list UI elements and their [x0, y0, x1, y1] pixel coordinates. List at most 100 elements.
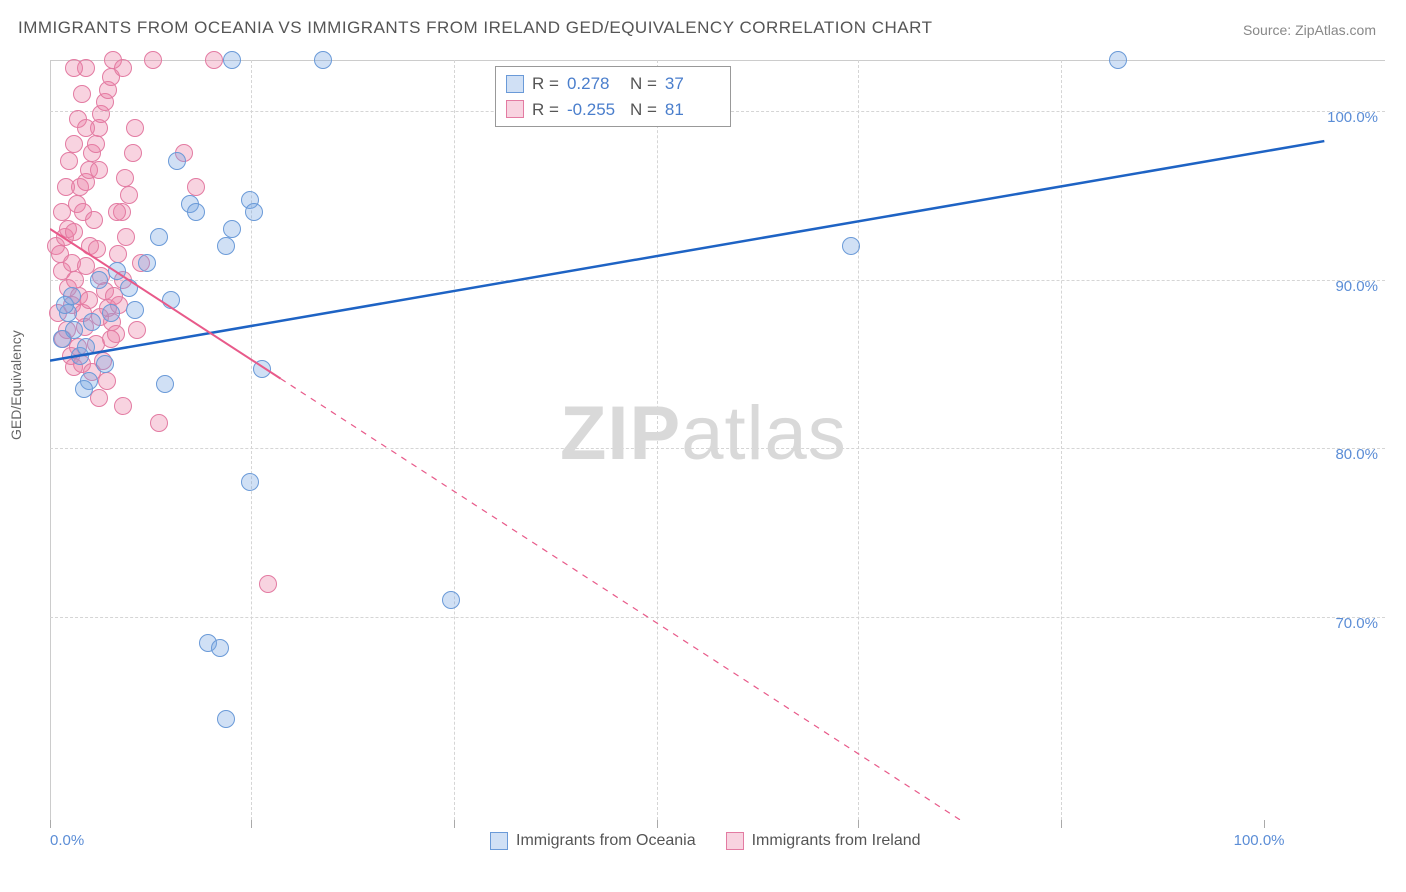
xtick-mark [858, 820, 859, 828]
stats-legend: R = 0.278 N = 37 R = -0.255 N = 81 [495, 66, 731, 127]
n-label-b: N = [630, 97, 657, 123]
point-ireland [77, 119, 95, 137]
point-ireland [90, 161, 108, 179]
point-oceania [162, 291, 180, 309]
point-ireland [60, 152, 78, 170]
gridline-h [50, 280, 1385, 281]
point-ireland [109, 245, 127, 263]
xtick-mark [657, 820, 658, 828]
point-ireland [128, 321, 146, 339]
point-ireland [98, 372, 116, 390]
r-value-a: 0.278 [567, 71, 622, 97]
point-oceania [156, 375, 174, 393]
xtick-mark [1061, 820, 1062, 828]
n-label-a: N = [630, 71, 657, 97]
point-oceania [217, 237, 235, 255]
swatch-ireland-icon [726, 832, 744, 850]
point-oceania [442, 591, 460, 609]
point-ireland [150, 414, 168, 432]
point-ireland [57, 178, 75, 196]
point-oceania [120, 279, 138, 297]
r-value-b: -0.255 [567, 97, 622, 123]
point-ireland [73, 85, 91, 103]
ytick-label: 70.0% [1335, 615, 1378, 632]
point-oceania [77, 338, 95, 356]
point-oceania [102, 304, 120, 322]
point-oceania [96, 355, 114, 373]
point-oceania [314, 51, 332, 69]
point-ireland [65, 59, 83, 77]
legend-item-oceania: Immigrants from Oceania [490, 832, 696, 850]
point-oceania [842, 237, 860, 255]
stats-row-oceania: R = 0.278 N = 37 [506, 71, 720, 97]
swatch-oceania-icon [490, 832, 508, 850]
point-oceania [63, 287, 81, 305]
gridline-h [50, 448, 1385, 449]
point-ireland [65, 135, 83, 153]
xtick-label: 100.0% [1234, 832, 1285, 849]
gridline-h [50, 617, 1385, 618]
ytick-label: 100.0% [1327, 109, 1378, 126]
point-oceania [253, 360, 271, 378]
stats-row-ireland: R = -0.255 N = 81 [506, 97, 720, 123]
point-ireland [259, 575, 277, 593]
point-ireland [65, 223, 83, 241]
swatch-ireland [506, 100, 524, 118]
point-ireland [102, 330, 120, 348]
point-ireland [88, 240, 106, 258]
r-label-a: R = [532, 71, 559, 97]
point-oceania [211, 639, 229, 657]
bottom-legend: Immigrants from Oceania Immigrants from … [490, 832, 921, 850]
xtick-mark [251, 820, 252, 828]
point-oceania [75, 380, 93, 398]
n-value-a: 37 [665, 71, 720, 97]
gridline-v [1061, 60, 1062, 820]
point-oceania [90, 271, 108, 289]
point-ireland [108, 203, 126, 221]
source-label: Source: ZipAtlas.com [1243, 22, 1376, 38]
point-ireland [126, 119, 144, 137]
point-oceania [168, 152, 186, 170]
point-oceania [150, 228, 168, 246]
xtick-mark [454, 820, 455, 828]
point-ireland [187, 178, 205, 196]
point-ireland [85, 211, 103, 229]
n-value-b: 81 [665, 97, 720, 123]
point-oceania [217, 710, 235, 728]
gridline-v [251, 60, 252, 820]
point-ireland [144, 51, 162, 69]
point-oceania [223, 51, 241, 69]
r-label-b: R = [532, 97, 559, 123]
point-oceania [1109, 51, 1127, 69]
point-ireland [205, 51, 223, 69]
point-ireland [53, 203, 71, 221]
xtick-mark [1264, 820, 1265, 828]
gridline-v [657, 60, 658, 820]
ytick-label: 80.0% [1335, 446, 1378, 463]
xtick-mark [50, 820, 51, 828]
legend-item-ireland: Immigrants from Ireland [726, 832, 921, 850]
point-oceania [138, 254, 156, 272]
point-ireland [80, 291, 98, 309]
point-ireland [117, 228, 135, 246]
point-ireland [116, 169, 134, 187]
point-oceania [108, 262, 126, 280]
point-oceania [241, 473, 259, 491]
point-oceania [65, 321, 83, 339]
gridline-v [858, 60, 859, 820]
point-oceania [223, 220, 241, 238]
plot-area [50, 60, 1385, 820]
point-ireland [114, 59, 132, 77]
ytick-label: 90.0% [1335, 278, 1378, 295]
point-oceania [245, 203, 263, 221]
point-oceania [187, 203, 205, 221]
y-axis-label: GED/Equivalency [8, 330, 24, 440]
point-ireland [120, 186, 138, 204]
legend-label-ireland: Immigrants from Ireland [752, 832, 921, 850]
legend-label-oceania: Immigrants from Oceania [516, 832, 696, 850]
swatch-oceania [506, 75, 524, 93]
point-oceania [83, 313, 101, 331]
gridline-v [454, 60, 455, 820]
point-ireland [114, 397, 132, 415]
chart-title: IMMIGRANTS FROM OCEANIA VS IMMIGRANTS FR… [18, 18, 932, 38]
